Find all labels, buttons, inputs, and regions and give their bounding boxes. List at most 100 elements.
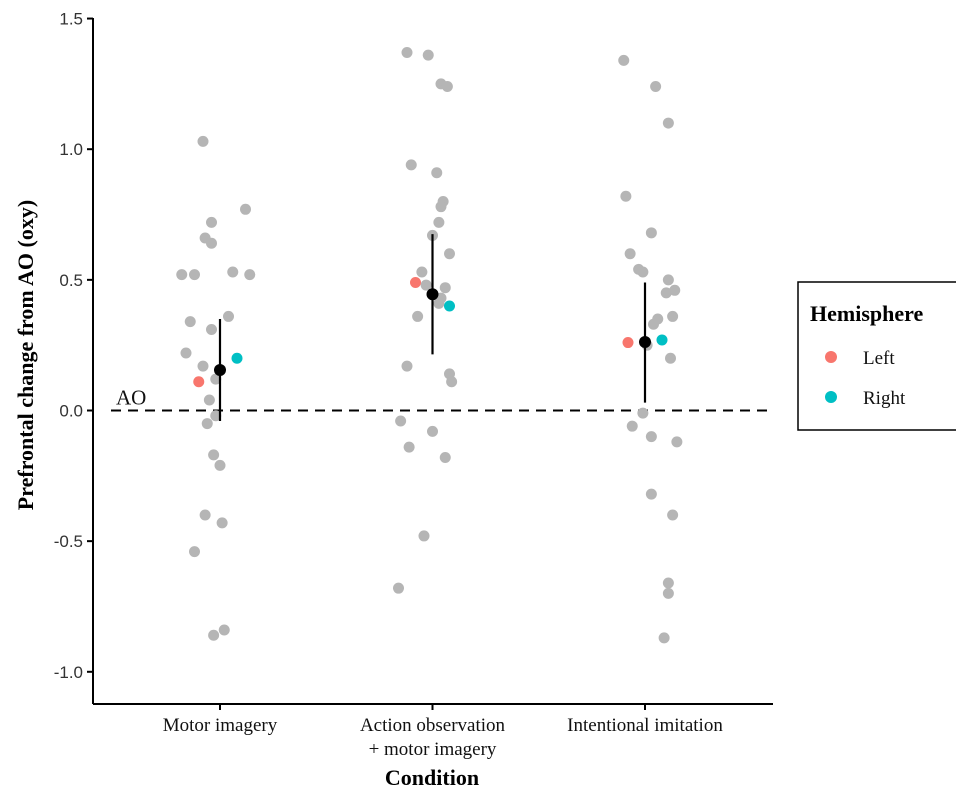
individual-point (658, 632, 670, 644)
individual-point (393, 582, 404, 594)
individual-point (650, 80, 662, 92)
x-tick-label: Motor imagery (163, 715, 278, 736)
individual-point (427, 425, 438, 437)
individual-point (441, 80, 453, 92)
individual-point (403, 441, 415, 453)
individual-point (244, 269, 256, 281)
hemisphere-point-right (656, 334, 668, 346)
hemisphere-point-right (231, 352, 243, 364)
individual-point (201, 418, 213, 430)
ao-reference-label: AO (116, 386, 146, 410)
individual-point (227, 266, 239, 278)
individual-point (206, 237, 217, 249)
x-tick-label: + motor imagery (369, 739, 497, 760)
individual-point (662, 577, 674, 589)
mean-point (214, 363, 226, 376)
individual-point (648, 318, 659, 330)
x-tick-label: Intentional imitation (567, 715, 723, 736)
x-axis-title: Condition (385, 765, 479, 790)
x-tick-label: Action observation (360, 715, 506, 736)
individual-point (197, 360, 209, 372)
individual-point (189, 546, 200, 558)
individual-point (180, 347, 192, 359)
individual-point (667, 509, 679, 521)
individual-point (665, 352, 676, 364)
individual-point (210, 410, 222, 422)
individual-point (626, 420, 638, 432)
legend-swatch-right (825, 391, 837, 403)
individual-point (218, 624, 230, 636)
individual-point (645, 227, 657, 239)
legend-label-left: Left (863, 348, 895, 369)
legend-box (797, 281, 956, 431)
individual-point (662, 274, 674, 286)
data-points (176, 47, 683, 644)
individual-point (189, 269, 200, 281)
individual-point (418, 530, 430, 542)
plot-area: AO (111, 386, 773, 412)
individual-point (216, 517, 228, 529)
individual-point (662, 587, 674, 599)
individual-point (439, 452, 451, 464)
individual-point (667, 310, 679, 322)
individual-point (199, 509, 211, 521)
individual-point (624, 248, 636, 260)
individual-point (176, 269, 188, 281)
individual-point (405, 159, 417, 171)
x-ticks: Motor imagery Action observation + motor i… (163, 704, 723, 760)
individual-point (645, 431, 657, 443)
individual-point (662, 117, 674, 129)
hemisphere-point-right (444, 300, 455, 312)
individual-point (208, 629, 220, 641)
individual-point (444, 248, 455, 260)
individual-point (618, 54, 630, 66)
y-tick-label: 1.5 (59, 10, 83, 29)
mean-point (639, 336, 651, 349)
hemisphere-point-left (622, 337, 634, 349)
legend-title: Hemisphere (810, 301, 923, 326)
y-tick-label: 0.0 (59, 402, 83, 421)
y-tick-label: 0.5 (59, 271, 83, 290)
individual-point (433, 216, 445, 228)
individual-point (208, 449, 220, 461)
mean-point (426, 288, 439, 301)
individual-point (210, 373, 222, 385)
y-tick-label: 1.0 (59, 140, 83, 159)
individual-point (439, 282, 451, 294)
individual-point (206, 323, 217, 335)
individual-point (416, 266, 428, 278)
individual-point (420, 279, 432, 291)
individual-point (203, 394, 215, 406)
individual-point (401, 360, 413, 372)
individual-point (401, 47, 413, 59)
legend: Hemisphere Left Right (797, 281, 956, 431)
individual-point (431, 167, 443, 179)
y-axis-title: Prefrontal change from AO (oxy) (13, 200, 38, 510)
legend-entries: Left Right (825, 348, 906, 409)
legend-swatch-left (825, 351, 837, 363)
legend-label-right: Right (863, 388, 906, 409)
individual-point (206, 216, 217, 228)
individual-point (240, 203, 251, 215)
individual-point (671, 436, 683, 448)
individual-point (433, 297, 445, 309)
individual-point (223, 310, 234, 322)
individual-point (197, 135, 209, 147)
hemisphere-point-left (193, 376, 205, 388)
hemisphere-point-left (410, 276, 421, 288)
individual-point (412, 310, 424, 322)
y-tick-label: -0.5 (54, 532, 83, 551)
individual-point (660, 287, 672, 299)
individual-point (669, 284, 681, 296)
individual-point (620, 190, 632, 202)
individual-point (446, 376, 458, 388)
individual-point (214, 459, 226, 471)
individual-point (422, 49, 434, 61)
individual-point (395, 415, 407, 427)
individual-point (637, 266, 649, 278)
individual-point (645, 488, 657, 500)
individual-point (637, 407, 649, 419)
y-ticks: -1.0 -0.5 0.0 0.5 1.0 1.5 (54, 10, 93, 682)
individual-point (184, 316, 196, 328)
